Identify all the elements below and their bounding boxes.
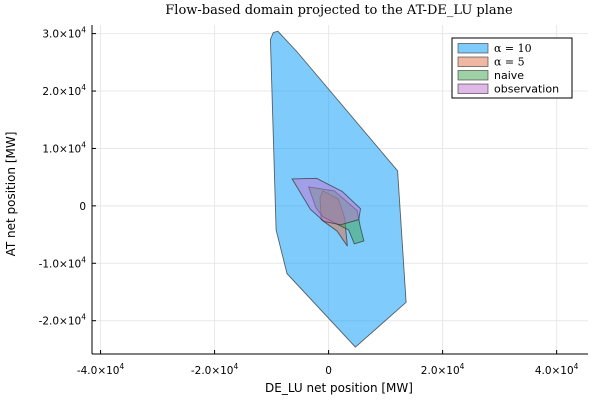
x-tick-label: 4.0×104 xyxy=(535,362,579,377)
y-tick-label: 2.0×104 xyxy=(42,83,86,98)
y-tick-label: 1.0×104 xyxy=(42,140,86,155)
x-tick-label: -4.0×104 xyxy=(77,362,125,377)
legend-label-3: observation xyxy=(494,83,559,96)
axes: -4.0×104 -2.0×104 0 2.0×104 4.0×104-2.0×104-… xyxy=(39,25,588,377)
series-polygon-3 xyxy=(291,177,361,226)
y-tick-label-exponent: 4 xyxy=(81,26,86,35)
y-tick-label: 3.0×104 xyxy=(42,26,86,41)
legend-swatch-0 xyxy=(457,43,489,54)
chart-title: Flow-based domain projected to the AT-DE… xyxy=(165,3,513,18)
x-tick-label-exponent: 4 xyxy=(574,362,579,371)
x-tick-label-mantissa: -4.0×10 xyxy=(77,365,120,377)
x-tick-label: 0 xyxy=(325,365,332,377)
legend-swatch-2 xyxy=(457,70,489,81)
y-tick-label: -2.0×104 xyxy=(39,313,87,328)
y-tick-label-mantissa: 3.0×10 xyxy=(42,29,81,41)
legend-swatch-1 xyxy=(457,56,489,67)
x-axis-label: DE_LU net position [MW] xyxy=(265,381,413,395)
y-axis-label: AT net position [MW] xyxy=(4,132,18,257)
x-tick-label: -2.0×104 xyxy=(191,362,239,377)
y-tick-label-exponent: 4 xyxy=(81,255,86,264)
legend-label-2: naive xyxy=(494,69,524,82)
x-tick-label: 2.0×104 xyxy=(421,362,465,377)
y-tick-label: -1.0×104 xyxy=(39,255,87,270)
x-tick-label-mantissa: 0 xyxy=(325,365,332,377)
y-tick-label-mantissa: -2.0×10 xyxy=(39,316,82,328)
y-tick-label: 0 xyxy=(79,201,86,213)
y-tick-label-mantissa: 2.0×10 xyxy=(42,86,81,98)
legend-label-1: α = 5 xyxy=(494,56,525,69)
legend-label-0: α = 10 xyxy=(494,42,532,55)
y-tick-label-mantissa: -1.0×10 xyxy=(39,258,82,270)
y-tick-label-mantissa: 1.0×10 xyxy=(42,143,81,155)
legend-swatch-3 xyxy=(457,83,489,94)
series-layer xyxy=(269,30,407,348)
y-tick-label-exponent: 4 xyxy=(81,313,86,322)
x-tick-label-mantissa: -2.0×10 xyxy=(191,365,234,377)
x-tick-label-mantissa: 2.0×10 xyxy=(421,365,460,377)
y-tick-label-exponent: 4 xyxy=(81,83,86,92)
y-tick-label-exponent: 4 xyxy=(81,140,86,149)
x-tick-label-mantissa: 4.0×10 xyxy=(535,365,574,377)
x-tick-label-exponent: 4 xyxy=(460,362,465,371)
x-tick-label-exponent: 4 xyxy=(234,362,239,371)
y-tick-label-mantissa: 0 xyxy=(79,201,86,213)
x-tick-label-exponent: 4 xyxy=(119,362,124,371)
